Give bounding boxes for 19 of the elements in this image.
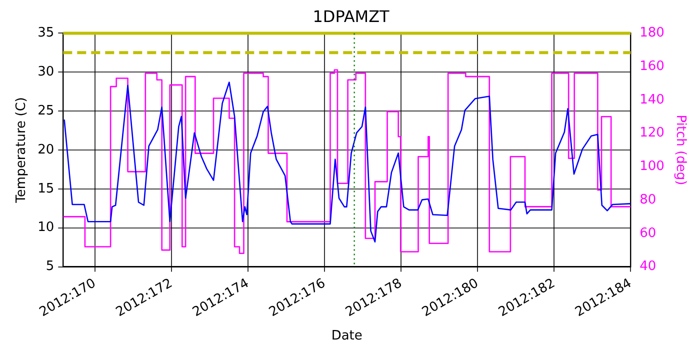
y2-tick-label: 80 (640, 192, 656, 208)
y2-tick-label: 120 (640, 126, 664, 141)
x-axis-title: Date (331, 328, 362, 344)
y2-tick-label: 100 (640, 159, 664, 174)
y-axis-title: Temperature (C) (14, 97, 30, 204)
y2-tick-label: 180 (640, 26, 664, 41)
y-tick-label: 10 (38, 220, 54, 236)
y2-tick-label: 160 (640, 58, 664, 74)
y-tick-label: 25 (38, 103, 54, 118)
y2-tick-label: 140 (640, 92, 664, 108)
y2-tick-label: 60 (640, 226, 656, 241)
y-tick-label: 35 (38, 26, 54, 41)
chart-title: 1DPAMZT (312, 6, 390, 26)
y-tick-label: 5 (46, 259, 54, 274)
y-tick-label: 30 (38, 64, 54, 80)
y2-axis-title: Pitch (deg) (672, 114, 688, 186)
y2-tick-label: 40 (640, 259, 656, 274)
y-tick-label: 15 (38, 181, 54, 196)
y-tick-label: 20 (38, 142, 54, 158)
